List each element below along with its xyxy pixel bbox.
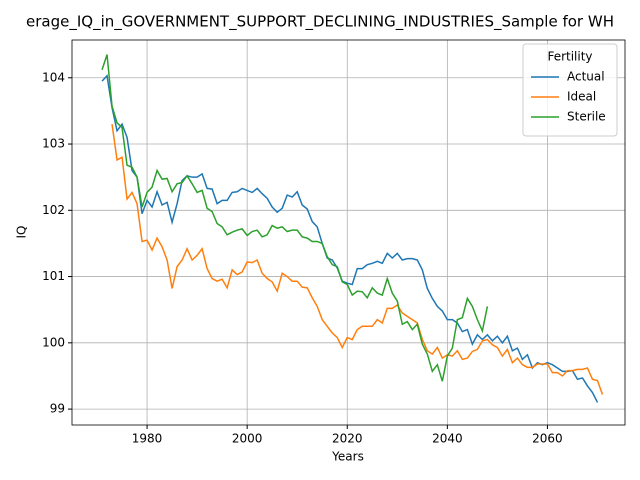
y-tick-label: 104 [42,70,65,84]
y-tick-label: 103 [42,137,65,151]
legend-title: Fertility [547,50,592,64]
legend: Fertility Actual Ideal Sterile [522,43,618,137]
y-tick-label: 99 [50,402,65,416]
plot-frame [71,39,626,426]
x-axis-label: Years [331,450,364,464]
chart-title: erage_IQ_in_GOVERNMENT_SUPPORT_DECLINING… [26,13,614,32]
x-tick-label: 2020 [332,432,363,446]
legend-label: Ideal [567,90,596,104]
y-tick-label: 101 [42,269,65,283]
y-tick-label: 100 [42,335,65,349]
y-axis-label: IQ [15,226,29,239]
x-tick-label: 2000 [232,432,263,446]
x-tick-label: 2040 [432,432,463,446]
series-line [101,54,489,382]
series-line [111,124,604,395]
legend-box [522,43,618,137]
legend-label: Actual [567,70,605,84]
x-tick-label: 1980 [132,432,163,446]
y-tick-label: 102 [42,203,65,217]
x-tick-label: 2060 [532,432,563,446]
legend-label: Sterile [567,110,606,124]
